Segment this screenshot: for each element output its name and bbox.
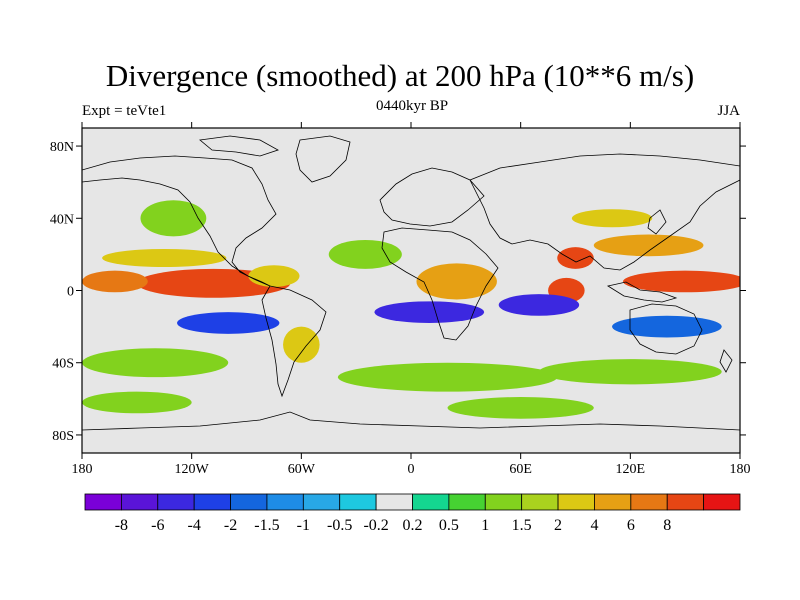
field-region-18	[538, 359, 722, 385]
coastline-maritime-continent	[606, 281, 678, 303]
field-region-3	[102, 248, 227, 268]
colorbar-label: 1	[481, 517, 489, 534]
colorbar-swatch	[120, 493, 159, 511]
field-region-4	[416, 263, 497, 300]
field-region-16	[82, 348, 229, 378]
colorbar-swatch	[448, 493, 486, 511]
colorbar: -8 -6 -4 -2 -1.5 -1 -0.5 -0.2 0.2 0.5 1 1.5 2 4 6 8	[84, 493, 741, 534]
field-region-20	[82, 391, 192, 414]
field-region-1	[82, 270, 148, 293]
colorbar-label: -1	[297, 517, 310, 534]
colorbar-swatch	[484, 493, 523, 511]
lon-tick-label: 180	[72, 462, 93, 477]
colorbar-swatch	[666, 493, 705, 511]
colorbar-label: 2	[554, 517, 562, 534]
colorbar-swatch	[630, 493, 668, 511]
coastline-asia	[469, 153, 740, 271]
colorbar-label: 0.2	[403, 517, 423, 534]
field-region-15	[140, 200, 207, 237]
lon-tick-label: 120E	[616, 462, 646, 477]
colorbar-label: 4	[590, 517, 598, 534]
coastline-africa	[381, 227, 499, 341]
time-label: 0440kyr BP	[375, 98, 449, 114]
field-region-8	[593, 234, 704, 257]
plot-title: Divergence (smoothed) at 200 hPa (10**6 …	[105, 58, 695, 93]
field-region-13	[498, 294, 580, 316]
field-region-21	[447, 397, 594, 419]
colorbar-label: 6	[627, 517, 635, 534]
colorbar-label: -0.2	[363, 517, 388, 534]
colorbar-swatch	[375, 493, 413, 511]
field-region-11	[177, 312, 280, 334]
colorbar-label: 8	[663, 517, 671, 534]
coastline-antarctica	[82, 411, 740, 431]
colorbar-label: -1.5	[254, 517, 279, 534]
lon-tick-label: 60W	[288, 462, 316, 477]
field-region-10	[328, 239, 402, 269]
lon-tick-label: 120W	[175, 462, 210, 477]
colorbar-label: -0.5	[327, 517, 352, 534]
colorbar-swatch	[230, 493, 268, 511]
map-axes: 180 120W 60W 0 60E 120E 180 80N 40N 0 40S 80S	[50, 122, 751, 477]
field-region-6	[557, 247, 594, 269]
coastlines	[82, 135, 740, 431]
coastline-north-america	[82, 155, 277, 287]
map-area	[82, 128, 740, 453]
colorbar-swatch	[703, 493, 741, 511]
coastline-australia	[629, 303, 703, 355]
divergence-field	[82, 200, 740, 419]
colorbar-swatch	[594, 493, 632, 511]
colorbar-label: 1.5	[512, 517, 532, 534]
colorbar-label: -2	[224, 517, 237, 534]
field-region-19	[283, 326, 320, 363]
colorbar-label: -6	[151, 517, 164, 534]
colorbar-swatch	[412, 493, 450, 511]
lat-tick-label: 40S	[52, 357, 74, 372]
colorbar-swatch	[521, 493, 559, 511]
lon-tick-label: 180	[730, 462, 751, 477]
colorbar-label: -4	[188, 517, 201, 534]
colorbar-swatch	[193, 493, 231, 511]
lon-tick-label: 0	[408, 462, 415, 477]
coastline-south-america	[261, 285, 327, 398]
coastline-new-zealand	[719, 349, 733, 373]
colorbar-swatch	[157, 493, 195, 511]
field-region-2	[248, 265, 300, 287]
colorbar-swatch	[339, 493, 377, 511]
colorbar-label: -8	[115, 517, 128, 534]
colorbar-swatch	[84, 493, 122, 511]
colorbar-swatch	[266, 493, 304, 511]
field-region-12	[374, 301, 485, 323]
colorbar-swatch	[557, 493, 595, 511]
coastline-arctic-islands	[199, 135, 279, 157]
experiment-label: Expt = teVte1	[82, 103, 167, 119]
lat-tick-label: 80S	[52, 429, 74, 444]
coastline-greenland	[295, 135, 351, 183]
coastline-japan	[647, 209, 667, 235]
colorbar-swatch	[302, 493, 341, 511]
colorbar-label: 0.5	[439, 517, 459, 534]
lon-tick-label: 60E	[509, 462, 532, 477]
lat-tick-label: 80N	[50, 140, 74, 155]
field-region-17	[337, 362, 558, 392]
field-region-7	[623, 270, 740, 293]
field-region-9	[571, 209, 653, 228]
lat-tick-label: 40N	[50, 212, 74, 227]
coastline-europe	[379, 167, 485, 227]
field-region-14	[612, 315, 722, 338]
lat-tick-label: 0	[67, 285, 74, 300]
season-label: JJA	[717, 103, 740, 119]
